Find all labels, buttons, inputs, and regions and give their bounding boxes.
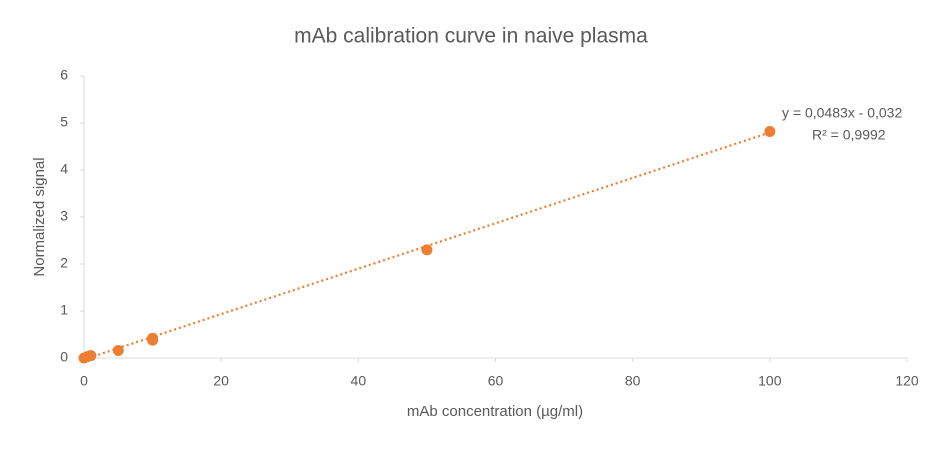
x-tick-label: 100 xyxy=(758,373,782,389)
y-axis-title: Normalized signal xyxy=(31,157,48,276)
trendline-equation: y = 0,0483x - 0,032 xyxy=(782,105,902,121)
x-tick-label: 40 xyxy=(351,373,367,389)
chart-title: mAb calibration curve in naive plasma xyxy=(294,25,648,48)
y-tick-label: 3 xyxy=(60,208,68,224)
trendline-r2: R² = 0,9992 xyxy=(812,127,886,143)
point xyxy=(764,125,776,137)
x-tick-label: 20 xyxy=(213,373,229,389)
x-tick-label: 80 xyxy=(625,373,641,389)
y-tick-label: 6 xyxy=(60,67,68,83)
x-tick-label: 0 xyxy=(80,373,88,389)
y-tick-label: 4 xyxy=(60,161,68,177)
point xyxy=(421,244,433,256)
point xyxy=(147,332,159,344)
y-tick-label: 2 xyxy=(60,255,68,271)
x-tick-label: 120 xyxy=(895,373,919,389)
y-tick-label: 1 xyxy=(60,302,68,318)
point xyxy=(112,344,124,356)
x-axis-title: mAb concentration (µg/ml) xyxy=(407,403,583,420)
point xyxy=(85,350,97,362)
y-tick-label: 5 xyxy=(60,114,68,130)
y-tick-label: 0 xyxy=(60,349,68,365)
x-tick-label: 60 xyxy=(488,373,504,389)
